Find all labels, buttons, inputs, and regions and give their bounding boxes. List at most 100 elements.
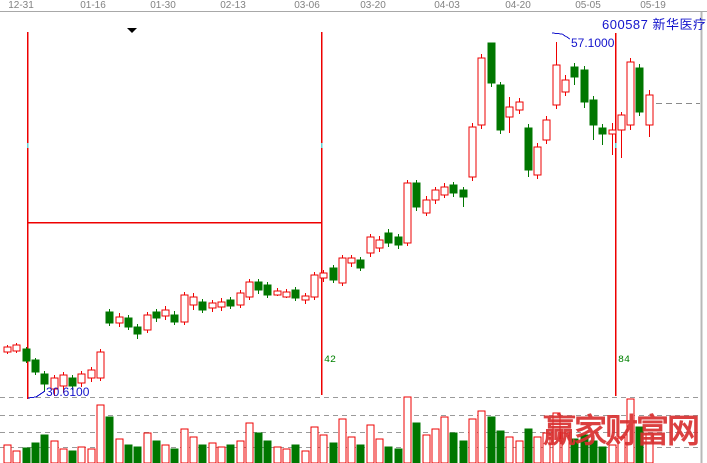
volume-bar bbox=[580, 434, 589, 463]
candle-body bbox=[3, 346, 12, 353]
candle-body bbox=[422, 199, 431, 214]
candle-body bbox=[40, 373, 49, 385]
date-tick-label: 12-31 bbox=[8, 0, 34, 11]
volume-bar bbox=[422, 434, 431, 463]
candle-body bbox=[310, 274, 319, 298]
candle-body bbox=[477, 57, 486, 126]
volume-bar bbox=[254, 432, 263, 463]
volume-bar bbox=[208, 442, 217, 463]
volume-bar bbox=[487, 416, 496, 463]
stock-code-label: 600587 新华医疗 bbox=[602, 14, 707, 33]
candle-body bbox=[459, 189, 468, 198]
candle-body bbox=[254, 281, 263, 291]
volume-bar bbox=[570, 438, 579, 463]
candle-body bbox=[189, 296, 198, 306]
volume-bar bbox=[59, 448, 68, 463]
volume-bar bbox=[273, 446, 282, 463]
volume-bar bbox=[338, 418, 347, 463]
candle-body bbox=[236, 292, 245, 306]
candle-body bbox=[403, 182, 412, 244]
watermark-text: 赢家财富网 bbox=[543, 411, 700, 450]
triangle-marker-icon bbox=[127, 28, 137, 33]
low-price-label: 30.6100 bbox=[46, 385, 90, 399]
candle-body bbox=[561, 79, 570, 93]
candle-body bbox=[412, 182, 421, 208]
volume-bar bbox=[22, 447, 31, 463]
volume-bar bbox=[96, 404, 105, 463]
volume-bar bbox=[589, 440, 598, 463]
volume-bar bbox=[403, 396, 412, 463]
bar-count-label-second: 84 bbox=[618, 355, 631, 366]
volume-bar bbox=[449, 432, 458, 463]
candle-body bbox=[115, 316, 124, 324]
volume-bar bbox=[226, 444, 235, 463]
volume-bar bbox=[347, 436, 356, 463]
candle-body bbox=[431, 189, 440, 201]
candle-body bbox=[22, 348, 31, 362]
candle-body bbox=[263, 284, 272, 296]
candle-body bbox=[617, 114, 626, 131]
volume-bar bbox=[236, 440, 245, 463]
volume-bar bbox=[68, 450, 77, 463]
candle-body bbox=[329, 267, 338, 281]
candle-body bbox=[515, 101, 524, 111]
low-pointer-line bbox=[27, 390, 46, 399]
volume-bar bbox=[3, 444, 12, 463]
candle-body bbox=[217, 301, 226, 308]
volume-bar bbox=[115, 438, 124, 463]
candle-body bbox=[319, 272, 328, 279]
candle-body bbox=[133, 326, 142, 335]
candle-body bbox=[96, 351, 105, 379]
candle-body bbox=[356, 259, 365, 269]
peak-pointer-line bbox=[551, 32, 571, 40]
volume-bar bbox=[40, 434, 49, 463]
candle-body bbox=[143, 314, 152, 331]
volume-bar bbox=[189, 436, 198, 463]
volume-bar bbox=[105, 416, 114, 463]
peak-price-label: 57.1000 bbox=[571, 36, 615, 50]
volume-bar bbox=[552, 412, 561, 463]
candle-body bbox=[12, 344, 21, 352]
volume-bar bbox=[170, 448, 179, 463]
candle-body bbox=[589, 99, 598, 126]
volume-bar bbox=[301, 450, 310, 463]
candle-body bbox=[449, 184, 458, 194]
candle-body bbox=[87, 369, 96, 379]
candle-body bbox=[635, 67, 644, 113]
candle-body bbox=[580, 69, 589, 103]
candle-body bbox=[198, 301, 207, 311]
volume-bar bbox=[245, 422, 254, 463]
volume-bar bbox=[124, 444, 133, 463]
candle-body bbox=[487, 42, 496, 84]
candle-body bbox=[533, 146, 542, 176]
candle-body bbox=[440, 186, 449, 196]
candle-body bbox=[59, 374, 68, 387]
volume-bar bbox=[282, 448, 291, 463]
stock-code: 600587 bbox=[602, 17, 649, 32]
volume-bar bbox=[431, 428, 440, 463]
candle-body bbox=[170, 314, 179, 323]
candle-body bbox=[542, 119, 551, 141]
stock-name: 新华医疗 bbox=[652, 17, 707, 32]
candle-body bbox=[105, 311, 114, 324]
candle-body bbox=[338, 257, 347, 284]
volume-bar bbox=[50, 440, 59, 463]
date-tick-label: 03-20 bbox=[360, 0, 386, 11]
volume-bar bbox=[161, 444, 170, 463]
candle-body bbox=[208, 302, 217, 309]
volume-bar bbox=[366, 424, 375, 463]
volume-bar bbox=[77, 446, 86, 463]
candle-body bbox=[570, 66, 579, 78]
volume-bar bbox=[412, 422, 421, 463]
volume-bar bbox=[263, 440, 272, 463]
date-tick-label: 04-20 bbox=[505, 0, 531, 11]
candle-body bbox=[524, 127, 533, 171]
candle-body bbox=[375, 239, 384, 249]
volume-bar bbox=[459, 440, 468, 463]
candle-body bbox=[50, 377, 59, 390]
candle-body bbox=[366, 236, 375, 254]
volume-bar bbox=[440, 416, 449, 463]
volume-bar bbox=[356, 444, 365, 463]
